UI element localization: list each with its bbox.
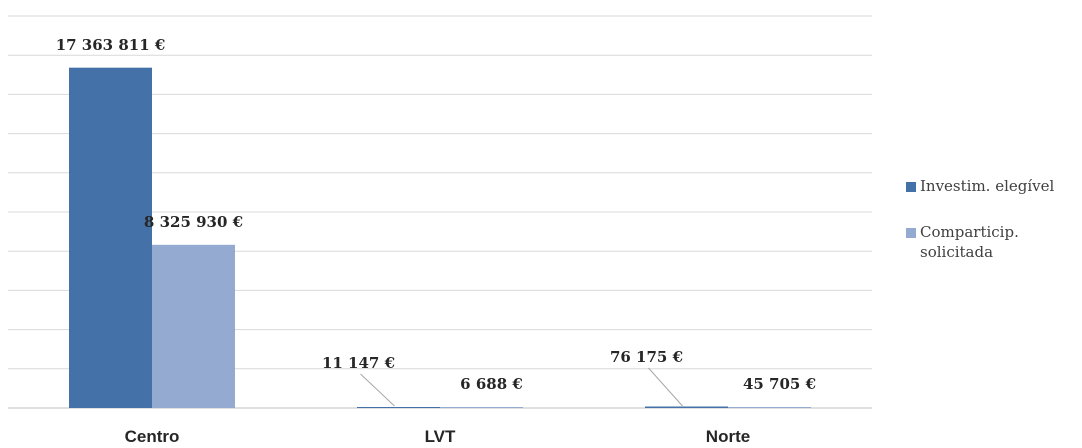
leader-line — [360, 373, 395, 407]
category-label-centro: Centro — [125, 427, 180, 446]
bar-norte-series-1 — [728, 407, 811, 408]
label-leader-lines — [360, 367, 683, 407]
legend-label-comparticip-line2: solicitada — [920, 243, 994, 261]
bar-centro-series-0 — [69, 67, 152, 408]
legend-item-comparticip-solicitada: Comparticip. solicitada — [904, 222, 1082, 262]
data-label-centro-series-1: 8 325 930 € — [144, 213, 243, 231]
data-labels: 17 363 811 € 8 325 930 € 11 147 € 6 688 € 76… — [56, 36, 816, 393]
bar-centro-series-1 — [152, 244, 235, 408]
legend-label-investim: Investim. elegível — [920, 177, 1055, 195]
data-label-lvt-series-0: 11 147 € — [322, 354, 395, 372]
category-label-lvt: LVT — [425, 427, 456, 446]
data-label-norte-series-0: 76 175 € — [610, 348, 683, 366]
legend-swatch-investim — [906, 182, 916, 192]
data-label-norte-series-1: 45 705 € — [743, 375, 816, 393]
data-label-lvt-series-1: 6 688 € — [460, 375, 523, 393]
category-axis: Centro LVT Norte — [125, 427, 751, 446]
legend-label-comparticip-line1: Comparticip. — [920, 223, 1019, 241]
legend: Investim. elegível Comparticip. solicita… — [904, 176, 1082, 288]
category-label-norte: Norte — [706, 427, 750, 446]
data-label-centro-series-0: 17 363 811 € — [56, 36, 166, 54]
bars — [69, 67, 811, 408]
bar-lvt-series-0 — [357, 407, 440, 408]
legend-item-investim-elegivel: Investim. elegível — [904, 176, 1082, 196]
leader-line — [648, 367, 683, 407]
legend-swatch-comparticip — [906, 228, 916, 238]
bar-lvt-series-1 — [440, 407, 523, 408]
bar-norte-series-0 — [645, 406, 728, 408]
